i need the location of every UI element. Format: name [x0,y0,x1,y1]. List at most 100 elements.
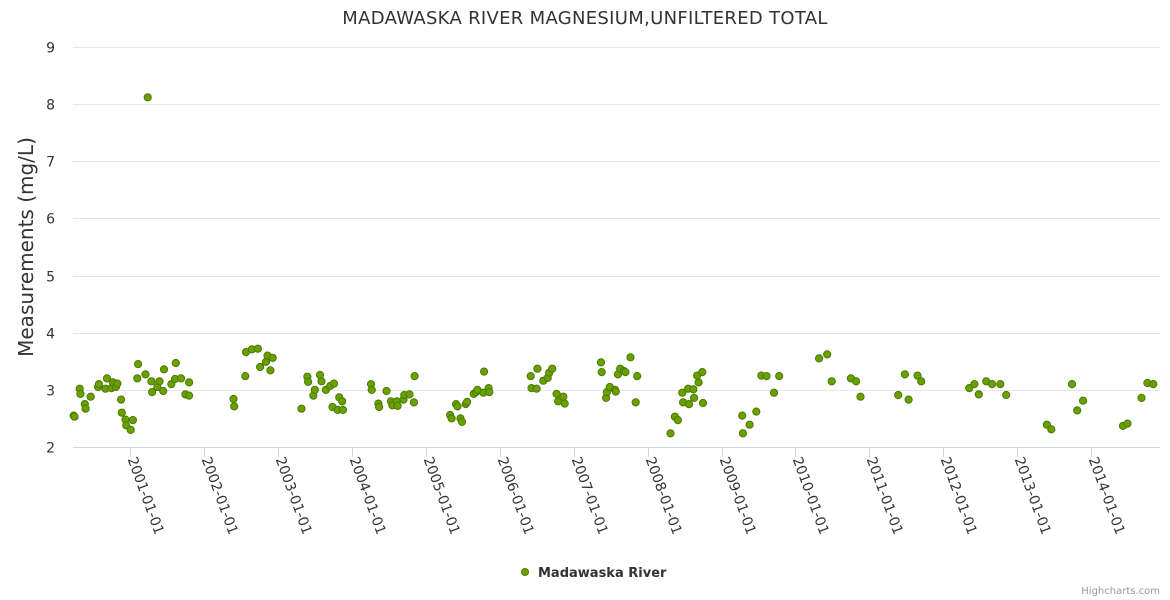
data-point[interactable] [117,395,126,404]
data-point[interactable] [453,402,462,411]
legend-marker[interactable] [521,568,529,576]
data-point[interactable] [133,374,142,383]
data-point[interactable] [762,372,771,381]
data-point[interactable] [1079,396,1088,405]
data-point[interactable] [155,377,164,386]
data-point[interactable] [1137,393,1146,402]
data-point[interactable] [745,420,754,429]
data-point[interactable] [128,416,137,425]
data-point[interactable] [769,388,779,397]
data-point[interactable] [367,385,376,394]
data-point[interactable] [338,397,347,406]
data-point[interactable] [457,417,467,426]
data-point[interactable] [338,405,347,414]
data-point[interactable] [974,390,983,399]
data-point[interactable] [159,386,168,396]
data-point[interactable] [143,93,152,102]
data-point[interactable] [126,425,135,434]
data-point[interactable] [405,390,414,399]
data-point[interactable] [81,404,90,413]
data-point[interactable] [266,366,275,375]
data-point[interactable] [900,370,910,379]
data-point[interactable] [698,398,708,408]
data-point[interactable] [917,377,926,386]
data-point[interactable] [268,353,277,362]
data-point[interactable] [310,385,319,394]
data-point[interactable] [171,358,180,368]
legend[interactable]: Madawaska River [521,566,668,581]
data-point[interactable] [229,394,238,404]
data-point[interactable] [775,372,784,381]
data-point[interactable] [560,399,569,408]
data-point[interactable] [304,377,313,386]
data-point[interactable] [552,389,561,398]
data-point[interactable] [626,353,635,362]
data-point[interactable] [815,354,824,363]
data-point[interactable] [611,387,620,396]
data-point[interactable] [597,368,606,377]
data-point[interactable] [256,362,265,372]
data-point[interactable] [230,402,239,411]
data-point[interactable] [480,367,489,376]
series-madawaska-river[interactable] [69,93,1158,438]
data-point[interactable] [970,380,979,389]
data-point[interactable] [894,390,903,400]
data-point[interactable] [526,372,535,381]
data-point[interactable] [176,374,186,383]
data-point[interactable] [823,350,832,359]
data-point[interactable] [559,392,568,401]
data-point[interactable] [485,388,494,397]
data-point[interactable] [329,379,339,388]
data-point[interactable] [410,372,419,381]
data-point[interactable] [134,360,143,369]
data-point[interactable] [689,385,698,394]
data-point[interactable] [738,429,748,438]
data-point[interactable] [1073,406,1082,415]
data-point[interactable] [94,380,104,389]
data-point[interactable] [827,377,836,386]
data-point[interactable] [141,370,150,379]
data-point[interactable] [297,404,306,413]
data-point[interactable] [988,380,997,389]
data-point[interactable] [1002,390,1011,400]
data-point[interactable] [70,412,79,421]
data-point[interactable] [113,379,122,388]
data-point[interactable] [698,368,707,377]
data-point[interactable] [752,407,761,416]
data-point[interactable] [76,389,85,398]
data-point[interactable] [409,398,418,407]
data-point[interactable] [86,392,95,401]
data-point[interactable] [913,371,922,380]
data-point[interactable] [1149,380,1158,389]
data-point[interactable] [852,377,861,386]
credits-link[interactable]: Highcharts.com [1081,586,1160,597]
data-point[interactable] [596,358,606,367]
data-point[interactable] [532,384,541,393]
data-point[interactable] [241,372,250,381]
data-point[interactable] [375,402,384,412]
data-point[interactable] [673,416,683,425]
data-point[interactable] [1047,425,1056,434]
data-point[interactable] [147,377,156,386]
data-point[interactable] [463,397,472,406]
data-point[interactable] [548,364,557,373]
data-point[interactable] [684,400,694,409]
data-point[interactable] [317,377,326,386]
data-point[interactable] [1123,419,1132,428]
legend-item-madawaska-river[interactable]: Madawaska River [538,566,667,581]
data-point[interactable] [621,368,630,377]
data-point[interactable] [631,398,640,407]
data-point[interactable] [253,344,262,353]
data-point[interactable] [382,386,391,396]
data-point[interactable] [904,395,913,404]
data-point[interactable] [159,365,169,374]
data-point[interactable] [102,374,112,383]
data-point[interactable] [678,388,687,397]
data-point[interactable] [690,393,699,402]
data-point[interactable] [148,388,157,397]
data-point[interactable] [185,378,194,387]
data-point[interactable] [1067,380,1077,389]
data-point[interactable] [185,391,194,400]
data-point[interactable] [666,429,675,438]
data-point[interactable] [738,411,747,420]
